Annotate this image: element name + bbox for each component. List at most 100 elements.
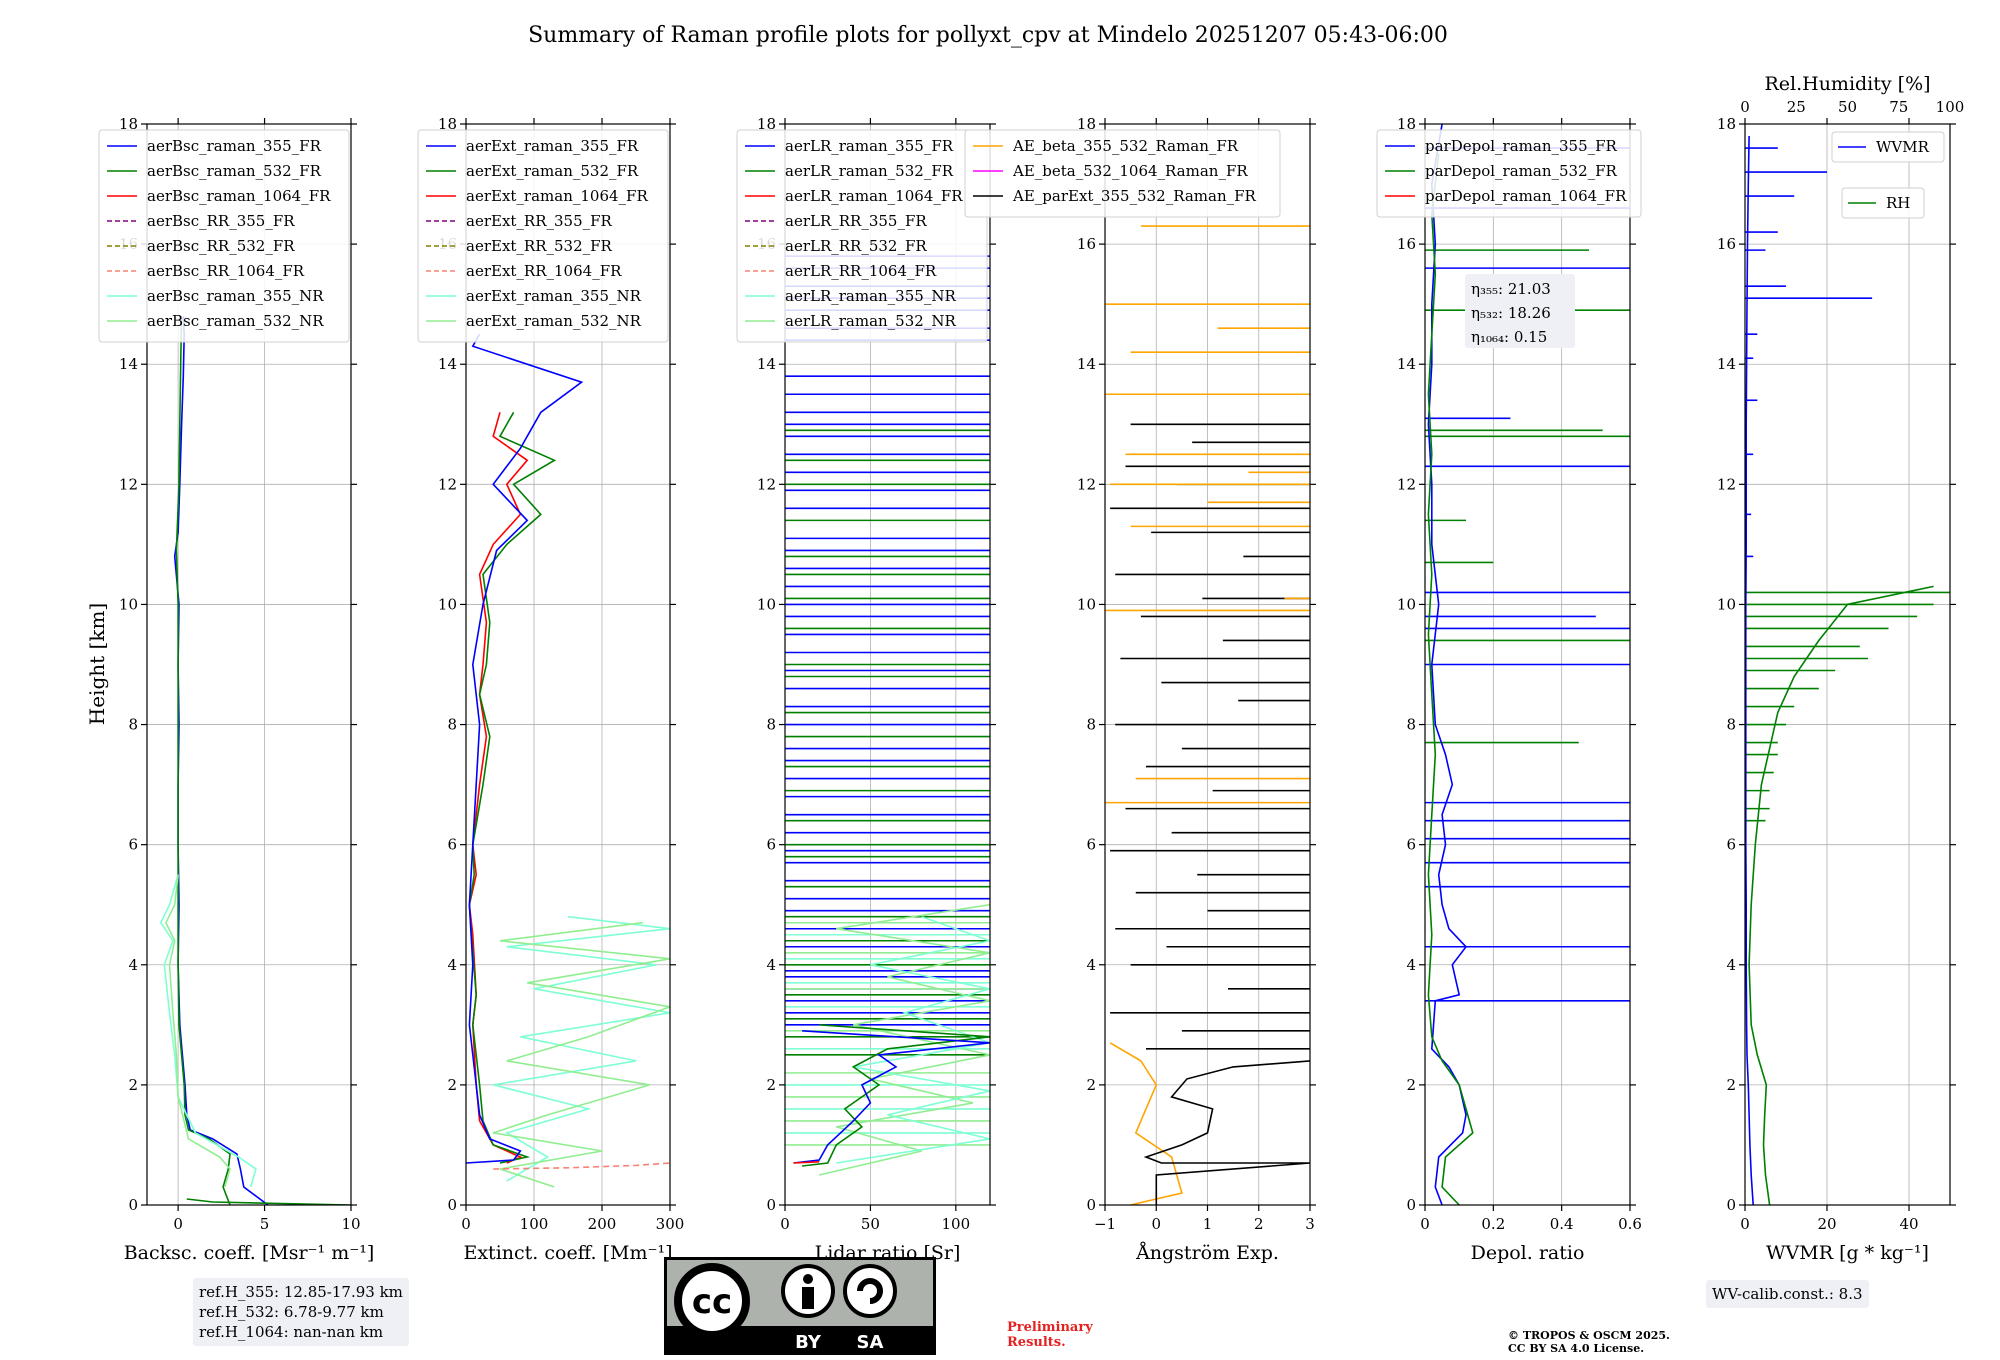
x-tick-label: 0.4: [1550, 1215, 1574, 1233]
data-layer: [159, 316, 351, 1205]
y-tick-label: 18: [1077, 115, 1096, 133]
eta-box: [1465, 274, 1575, 348]
legend-box: [417, 129, 669, 343]
y-tick-label: 18: [1717, 115, 1736, 133]
y-tick-label: 10: [1717, 595, 1736, 613]
panel-bsc: 0510024681012141618Backsc. coeff. [Msr⁻¹…: [98, 115, 375, 1264]
legend-label: aerBsc_RR_532_FR: [147, 237, 295, 255]
series-aerExt_raman_532_FR: [468, 411, 557, 1164]
series-aerLR_raman_355_FR: [793, 1030, 990, 1164]
ref-heights-box: ref.H_355: 12.85-17.93 km ref.H_532: 6.7…: [193, 1278, 409, 1346]
y-tick-label: 2: [128, 1076, 138, 1094]
x-tick-label: 2: [1254, 1215, 1264, 1233]
axes-frame: [1424, 123, 1631, 1206]
ref-height-532: ref.H_532: 6.78-9.77 km: [199, 1303, 384, 1321]
series-WVMR: [1745, 135, 1754, 1205]
wv-calib-text: WV-calib.const.: 8.3: [1712, 1285, 1863, 1303]
series-aerExt_raman_1064_FR: [468, 412, 529, 1164]
y-tick-label: 2: [766, 1076, 776, 1094]
y-tick-label: 12: [1717, 475, 1736, 493]
ref-height-1064: ref.H_1064: nan-nan km: [199, 1323, 384, 1341]
panel-ext: 0100200300024681012141618Extinct. coeff.…: [417, 115, 684, 1264]
legend-label: AE_beta_355_532_Raman_FR: [1012, 137, 1239, 155]
legend-box: [1831, 131, 1945, 163]
y-tick-label: 6: [1086, 836, 1096, 854]
y-tick-label: 8: [766, 716, 776, 734]
x-axis-label: Extinct. coeff. [Mm⁻¹]: [463, 1242, 672, 1264]
preliminary-note: Preliminary Results.: [1007, 1320, 1093, 1350]
y-tick-label: 14: [1077, 355, 1096, 373]
x-tick-label: 0.6: [1618, 1215, 1642, 1233]
legend-box: [964, 129, 1281, 218]
panel-lr: 050100024681012141618Lidar ratio [Sr]aer…: [736, 115, 996, 1264]
legend-label: aerLR_RR_355_FR: [785, 212, 927, 230]
axes-frame: [1744, 123, 1951, 1206]
legend-label: aerExt_RR_532_FR: [466, 237, 613, 255]
axes-frame: [465, 123, 671, 1206]
y-tick-label: 12: [1077, 475, 1096, 493]
y-tick-label: 2: [1406, 1076, 1416, 1094]
x-tick-label: 100: [942, 1215, 971, 1233]
legend-box: [98, 129, 350, 343]
figure-title: Summary of Raman profile plots for polly…: [528, 23, 1448, 48]
y-tick-label: 4: [447, 956, 457, 974]
x-tick-label: −1: [1094, 1215, 1116, 1233]
wv-calib-box: WV-calib.const.: 8.3: [1706, 1280, 1869, 1308]
sa-share-icon: [843, 1264, 897, 1318]
data-layer: [466, 333, 670, 1188]
cc-logo-text: cc: [692, 1282, 732, 1322]
cc-logo-icon: [674, 1263, 750, 1339]
y-tick-label: 14: [1717, 355, 1736, 373]
x-tick-label: 50: [861, 1215, 880, 1233]
top-tick-label: 100: [1936, 98, 1965, 116]
top-tick-label: 0: [1740, 98, 1750, 116]
data-layer: [785, 255, 990, 1176]
x-axis-label: Depol. ratio: [1471, 1242, 1585, 1264]
x-tick-label: 1: [1203, 1215, 1213, 1233]
series-surface_spike: [186, 1198, 351, 1205]
y-tick-label: 4: [1086, 956, 1096, 974]
legend-label: aerLR_raman_532_NR: [785, 312, 956, 330]
axes-frame: [146, 123, 352, 1206]
x-axis-label: Backsc. coeff. [Msr⁻¹ m⁻¹]: [124, 1242, 375, 1264]
y-tick-label: 10: [1077, 595, 1096, 613]
x-tick-label: 20: [1817, 1215, 1836, 1233]
series-RH: [1748, 585, 1934, 1205]
y-tick-label: 12: [757, 475, 776, 493]
axes-frame: [784, 123, 991, 1206]
series-aerBsc_raman_355_FR: [173, 316, 269, 1205]
y-tick-label: 4: [1406, 956, 1416, 974]
x-tick-label: 40: [1899, 1215, 1918, 1233]
x-tick-label: 0: [1740, 1215, 1750, 1233]
legend-label: aerBsc_raman_1064_FR: [147, 187, 331, 205]
legend-box: [1376, 129, 1642, 218]
x-tick-label: 0: [780, 1215, 790, 1233]
series-aerExt_raman_355_NR: [493, 915, 670, 1182]
top-tick-label: 50: [1838, 98, 1857, 116]
series-aerBsc_raman_355_NR: [159, 874, 257, 1188]
y-tick-label: 18: [757, 115, 776, 133]
eta-label: η₃₅₅: 21.03: [1471, 280, 1551, 298]
y-tick-label: 2: [1726, 1076, 1736, 1094]
series-parDepol_raman_532_FR: [1427, 153, 1474, 1205]
series-aerLR_raman_1064_FR: [793, 1161, 820, 1164]
y-tick-label: 8: [128, 716, 138, 734]
y-tick-label: 6: [447, 836, 457, 854]
legend-label: aerExt_raman_1064_FR: [466, 187, 648, 205]
legend-label: aerLR_raman_355_NR: [785, 287, 956, 305]
legend-label: RH: [1886, 194, 1910, 212]
legend-label: aerExt_raman_532_NR: [466, 312, 642, 330]
y-tick-label: 8: [1086, 716, 1096, 734]
y-tick-label: 0: [447, 1196, 457, 1214]
legend-label: WVMR: [1876, 138, 1930, 156]
y-tick-label: 12: [119, 475, 138, 493]
series-aerExt_raman_532_NR: [492, 921, 670, 1188]
eta-label: η₁₀₆₄: 0.15: [1471, 328, 1547, 346]
y-tick-label: 14: [757, 355, 776, 373]
legend-label: aerBsc_RR_1064_FR: [147, 262, 305, 280]
y-tick-label: 8: [447, 716, 457, 734]
y-tick-label: 6: [766, 836, 776, 854]
x-tick-label: 0: [1420, 1215, 1430, 1233]
legend-label: aerLR_raman_1064_FR: [785, 187, 963, 205]
